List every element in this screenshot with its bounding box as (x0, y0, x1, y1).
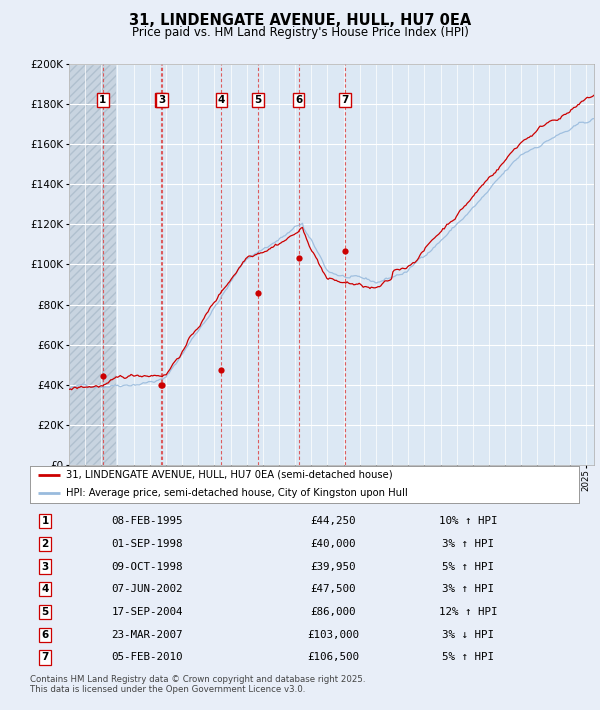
Text: 01-SEP-1998: 01-SEP-1998 (111, 539, 183, 549)
Text: 5% ↑ HPI: 5% ↑ HPI (442, 562, 494, 572)
Bar (69, 64, 116, 465)
Text: 6: 6 (295, 95, 302, 105)
Text: 5: 5 (254, 95, 262, 105)
Text: Contains HM Land Registry data © Crown copyright and database right 2025.
This d: Contains HM Land Registry data © Crown c… (30, 674, 365, 694)
Text: £44,250: £44,250 (310, 516, 356, 526)
Text: 7: 7 (41, 652, 49, 662)
Text: 31, LINDENGATE AVENUE, HULL, HU7 0EA: 31, LINDENGATE AVENUE, HULL, HU7 0EA (129, 13, 471, 28)
Text: 1: 1 (41, 516, 49, 526)
Text: 3% ↑ HPI: 3% ↑ HPI (442, 539, 494, 549)
Text: 5% ↑ HPI: 5% ↑ HPI (442, 652, 494, 662)
Text: £39,950: £39,950 (310, 562, 356, 572)
Text: 10% ↑ HPI: 10% ↑ HPI (439, 516, 497, 526)
Text: 4: 4 (218, 95, 225, 105)
Text: £103,000: £103,000 (307, 630, 359, 640)
Text: £106,500: £106,500 (307, 652, 359, 662)
Text: 17-SEP-2004: 17-SEP-2004 (111, 607, 183, 617)
Text: £47,500: £47,500 (310, 584, 356, 594)
Text: 09-OCT-1998: 09-OCT-1998 (111, 562, 183, 572)
Text: 23-MAR-2007: 23-MAR-2007 (111, 630, 183, 640)
Text: 4: 4 (41, 584, 49, 594)
Text: 6: 6 (41, 630, 49, 640)
Text: £86,000: £86,000 (310, 607, 356, 617)
Text: 07-JUN-2002: 07-JUN-2002 (111, 584, 183, 594)
Text: 05-FEB-2010: 05-FEB-2010 (111, 652, 183, 662)
Text: 2: 2 (41, 539, 49, 549)
Text: 1: 1 (99, 95, 107, 105)
Text: £40,000: £40,000 (310, 539, 356, 549)
Text: HPI: Average price, semi-detached house, City of Kingston upon Hull: HPI: Average price, semi-detached house,… (65, 488, 407, 498)
Text: 3: 3 (41, 562, 49, 572)
Text: 12% ↑ HPI: 12% ↑ HPI (439, 607, 497, 617)
Text: 3% ↓ HPI: 3% ↓ HPI (442, 630, 494, 640)
Text: Price paid vs. HM Land Registry's House Price Index (HPI): Price paid vs. HM Land Registry's House … (131, 26, 469, 39)
Text: 2: 2 (157, 95, 164, 105)
Text: 3: 3 (158, 95, 166, 105)
Text: 7: 7 (341, 95, 349, 105)
Text: 31, LINDENGATE AVENUE, HULL, HU7 0EA (semi-detached house): 31, LINDENGATE AVENUE, HULL, HU7 0EA (se… (65, 470, 392, 480)
Text: 3% ↑ HPI: 3% ↑ HPI (442, 584, 494, 594)
Bar (69, 64, 116, 465)
Text: 08-FEB-1995: 08-FEB-1995 (111, 516, 183, 526)
Text: 5: 5 (41, 607, 49, 617)
